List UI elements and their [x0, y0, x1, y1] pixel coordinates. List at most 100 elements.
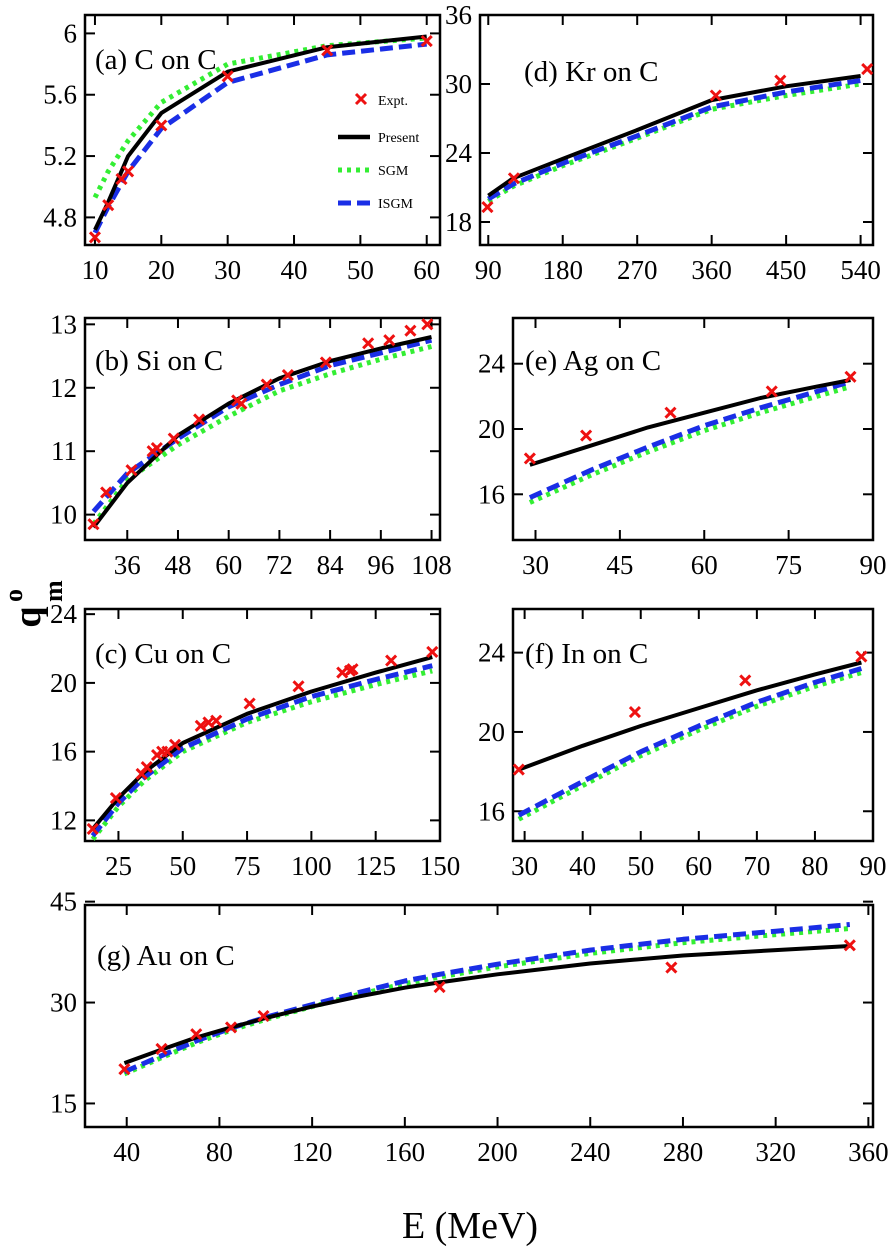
- y-axis-title-sub: m: [39, 580, 68, 602]
- expt-point: [86, 822, 99, 836]
- panel-d: 90 180 270 360 450 540 18 24 30 36 (d) Kr on C: [445, 0, 881, 285]
- legend-isgm-label: ISGM: [378, 197, 414, 212]
- panel-c-frame: [83, 607, 442, 843]
- series-line-present: [529, 378, 851, 467]
- expt-point: [383, 334, 396, 347]
- legend-entry-present: Present: [338, 131, 419, 146]
- y-axis-title-sup: o: [0, 589, 28, 602]
- expt-point: [861, 62, 874, 76]
- series-line-sgm: [487, 81, 861, 204]
- y-tick-label: 10: [50, 500, 77, 530]
- panel-f-series: [517, 660, 863, 822]
- series-line-sgm: [517, 670, 863, 822]
- expt-point: [150, 441, 163, 455]
- expt-point: [102, 199, 115, 212]
- y-tick-label: 30: [50, 988, 77, 1018]
- expt-point: [168, 738, 182, 751]
- panel-f-frame: [511, 607, 875, 843]
- expt-point: [109, 791, 122, 805]
- expt-point: [210, 714, 223, 727]
- x-tick-label: 80: [801, 851, 828, 881]
- legend: Expt. Present SGM ISGM: [338, 92, 419, 212]
- y-tick-label: 20: [478, 717, 505, 747]
- expt-point: [433, 981, 446, 994]
- expt-point: [155, 119, 168, 132]
- legend-expt-marker: [354, 92, 368, 106]
- y-tick-label: 16: [50, 737, 77, 767]
- y-tick-label: 15: [50, 1088, 77, 1118]
- panel-f: 30 40 50 60 70 80 90 16 20 24 (f) In on C: [478, 607, 887, 881]
- x-tick-label: 450: [766, 255, 807, 285]
- expt-point: [190, 1028, 203, 1041]
- x-tick-label: 25: [105, 851, 132, 881]
- panel-g: 40 80 120 160 200 240 280 320 360 15 30 45 (g) Au on…: [50, 887, 889, 1167]
- x-tick-label: 50: [169, 851, 196, 881]
- expt-point: [843, 939, 856, 952]
- legend-entry-expt: Expt.: [354, 92, 408, 109]
- series-line-isgm: [90, 663, 433, 838]
- expt-point: [122, 165, 135, 178]
- x-tick-label: 60: [691, 550, 718, 580]
- x-tick-label: 20: [148, 255, 175, 285]
- y-axis-title-main: q: [7, 606, 49, 627]
- series-line-isgm: [123, 922, 851, 1075]
- expt-point: [421, 318, 434, 331]
- x-tick-label: 10: [81, 255, 108, 285]
- expt-point: [404, 324, 417, 337]
- panel-g-title: (g) Au on C: [97, 940, 235, 972]
- series-line-sgm: [528, 384, 852, 505]
- panel-e-series: [528, 378, 852, 505]
- expt-point: [844, 370, 857, 383]
- y-tick-label: 45: [50, 887, 77, 917]
- expt-point: [125, 464, 138, 477]
- panel-g-frame: [83, 903, 875, 1129]
- legend-entry-isgm: ISGM: [338, 197, 414, 212]
- legend-entry-sgm: SGM: [338, 164, 409, 179]
- legend-sgm-label: SGM: [378, 164, 409, 179]
- expt-point: [87, 518, 100, 531]
- expt-point: [243, 697, 256, 710]
- x-tick-label: 60: [413, 255, 440, 285]
- x-tick-label: 50: [627, 851, 654, 881]
- x-tick-label: 108: [411, 550, 452, 580]
- expt-point: [523, 452, 536, 465]
- panel-c-title: (c) Cu on C: [95, 638, 231, 670]
- expt-point: [507, 172, 520, 185]
- series-line-isgm: [487, 78, 861, 202]
- x-tick-label: 540: [840, 255, 881, 285]
- y-tick-label: 36: [445, 0, 472, 30]
- x-tick-label: 360: [848, 1137, 889, 1167]
- y-tick-label: 12: [50, 805, 77, 835]
- expt-point: [100, 486, 113, 499]
- x-tick-label: 160: [385, 1137, 426, 1167]
- panel-a: 10 20 30 40 50 60 4.8 5.2 5.6 6 (a) C on C: [43, 13, 442, 285]
- x-tick-label: 96: [367, 550, 394, 580]
- x-tick-label: 90: [860, 851, 887, 881]
- expt-point: [155, 1042, 168, 1056]
- expt-point: [319, 356, 332, 369]
- x-tick-label: 90: [475, 255, 502, 285]
- x-tick-label: 320: [755, 1137, 796, 1167]
- x-tick-label: 84: [317, 550, 345, 580]
- y-tick-label: 24: [478, 638, 506, 668]
- expt-point: [664, 406, 677, 419]
- x-tick-label: 30: [522, 550, 549, 580]
- legend-expt-label: Expt.: [378, 94, 408, 109]
- y-tick-label: 5.2: [43, 141, 77, 171]
- x-tick-label: 280: [663, 1137, 704, 1167]
- series-line-present: [518, 660, 862, 772]
- y-tick-label: 5.6: [43, 80, 77, 110]
- panel-f-title: (f) In on C: [525, 638, 648, 670]
- x-tick-label: 75: [775, 550, 802, 580]
- x-tick-label: 40: [113, 1137, 140, 1167]
- expt-point: [194, 719, 207, 732]
- series-line-isgm: [528, 379, 852, 500]
- panel-a-title: (a) C on C: [95, 44, 217, 76]
- y-tick-label: 4.8: [43, 202, 77, 232]
- panel-b-frame: [83, 316, 442, 542]
- x-tick-label: 48: [164, 550, 191, 580]
- panel-e-title: (e) Ag on C: [525, 345, 661, 377]
- expt-point: [167, 432, 180, 445]
- panel-g-series: [123, 922, 851, 1077]
- expt-point: [257, 1009, 270, 1023]
